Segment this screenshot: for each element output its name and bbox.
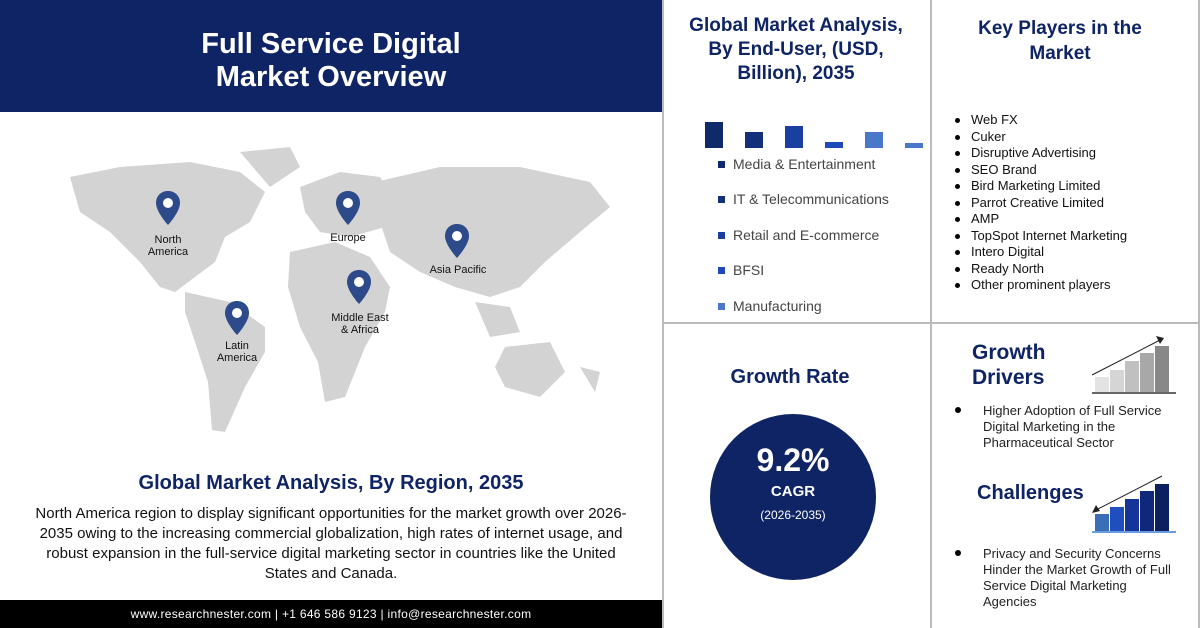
- bar: [785, 126, 803, 148]
- label-north-america: North America: [147, 234, 189, 258]
- legend-swatch: [718, 267, 725, 274]
- pin-asia-pacific: [444, 223, 470, 264]
- key-player-item: Parrot Creative Limited: [955, 195, 1127, 212]
- legend-item: Manufacturing: [718, 297, 918, 315]
- cagr-period: (2026-2035): [760, 508, 826, 522]
- left-panel: Full Service Digital Market Overview Nor…: [0, 0, 662, 628]
- legend-swatch: [718, 232, 725, 239]
- cagr-circle: 9.2% CAGR (2026-2035): [710, 414, 876, 580]
- end-user-bar-chart: [705, 122, 923, 148]
- map-pin-icon: [156, 191, 180, 225]
- world-map-shape: [70, 147, 610, 432]
- legend-item: Media & Entertainment: [718, 155, 918, 173]
- bullet-icon: [955, 407, 961, 413]
- map-pin-icon: [347, 270, 371, 304]
- legend-item: IT & Telecommunications: [718, 190, 918, 208]
- label-middle-east-africa: Middle East & Africa: [331, 312, 389, 336]
- cagr-value: 9.2%: [756, 442, 830, 478]
- key-player-item: Web FX: [955, 112, 1127, 129]
- key-players-title: Key Players in the Market: [978, 18, 1142, 64]
- pin-north-america: [155, 190, 181, 231]
- title-line-1: Full Service Digital: [201, 28, 461, 60]
- key-player-item: Ready North: [955, 261, 1127, 278]
- label-asia-pacific: Asia Pacific: [429, 264, 487, 276]
- footer-contact: www.researchnester.com | +1 646 586 9123…: [0, 600, 662, 628]
- map-pin-icon: [445, 224, 469, 258]
- legend-item: BFSI: [718, 261, 918, 279]
- growth-driver-item: Higher Adoption of Full Service Digital …: [955, 403, 1183, 451]
- map-pin-icon: [225, 301, 249, 335]
- key-player-item: TopSpot Internet Marketing: [955, 228, 1127, 245]
- region-section-title: Global Market Analysis, By Region, 2035: [138, 472, 524, 494]
- key-player-item: Other prominent players: [955, 277, 1127, 294]
- cagr-label: CAGR: [770, 483, 816, 500]
- title-line-2: Market Overview: [215, 61, 447, 93]
- growth-drivers-title: Growth Drivers: [972, 341, 1046, 389]
- end-user-title: Global Market Analysis, By End-User, (US…: [689, 15, 903, 84]
- label-europe: Europe: [330, 232, 366, 244]
- decline-chart-icon: [1092, 475, 1176, 533]
- bar: [705, 122, 723, 148]
- divider: [662, 322, 1200, 324]
- legend-swatch: [718, 303, 725, 310]
- key-player-item: AMP: [955, 211, 1127, 228]
- key-player-item: SEO Brand: [955, 162, 1127, 179]
- bar: [865, 132, 883, 148]
- divider: [930, 0, 932, 628]
- key-players-list: Web FX Cuker Disruptive Advertising SEO Bra…: [955, 112, 1127, 294]
- map-pin-icon: [336, 191, 360, 225]
- bar: [905, 143, 923, 148]
- challenges-title: Challenges: [977, 482, 1084, 504]
- bar: [825, 142, 843, 148]
- growth-chart-icon: [1091, 336, 1176, 394]
- key-player-item: Intero Digital: [955, 244, 1127, 261]
- legend-swatch: [718, 196, 725, 203]
- bar: [745, 132, 763, 148]
- bullet-icon: [955, 550, 961, 556]
- divider: [1198, 0, 1200, 628]
- key-player-item: Bird Marketing Limited: [955, 178, 1127, 195]
- world-map: North America Europe Asia Pacific Middle …: [0, 112, 662, 467]
- pin-middle-east-africa: [346, 269, 372, 310]
- growth-rate-title: Growth Rate: [730, 366, 850, 388]
- divider: [662, 0, 664, 628]
- challenge-item: Privacy and Security Concerns Hinder the…: [955, 546, 1183, 610]
- key-player-item: Disruptive Advertising: [955, 145, 1127, 162]
- legend-swatch: [718, 161, 725, 168]
- key-player-item: Cuker: [955, 129, 1127, 146]
- page-title: Full Service Digital Market Overview: [0, 0, 662, 112]
- label-latin-america: Latin America: [216, 340, 258, 364]
- pin-latin-america: [224, 300, 250, 341]
- legend-item: Retail and E-commerce: [718, 226, 918, 244]
- region-section-text: North America region to display signific…: [35, 505, 627, 582]
- pin-europe: [335, 190, 361, 231]
